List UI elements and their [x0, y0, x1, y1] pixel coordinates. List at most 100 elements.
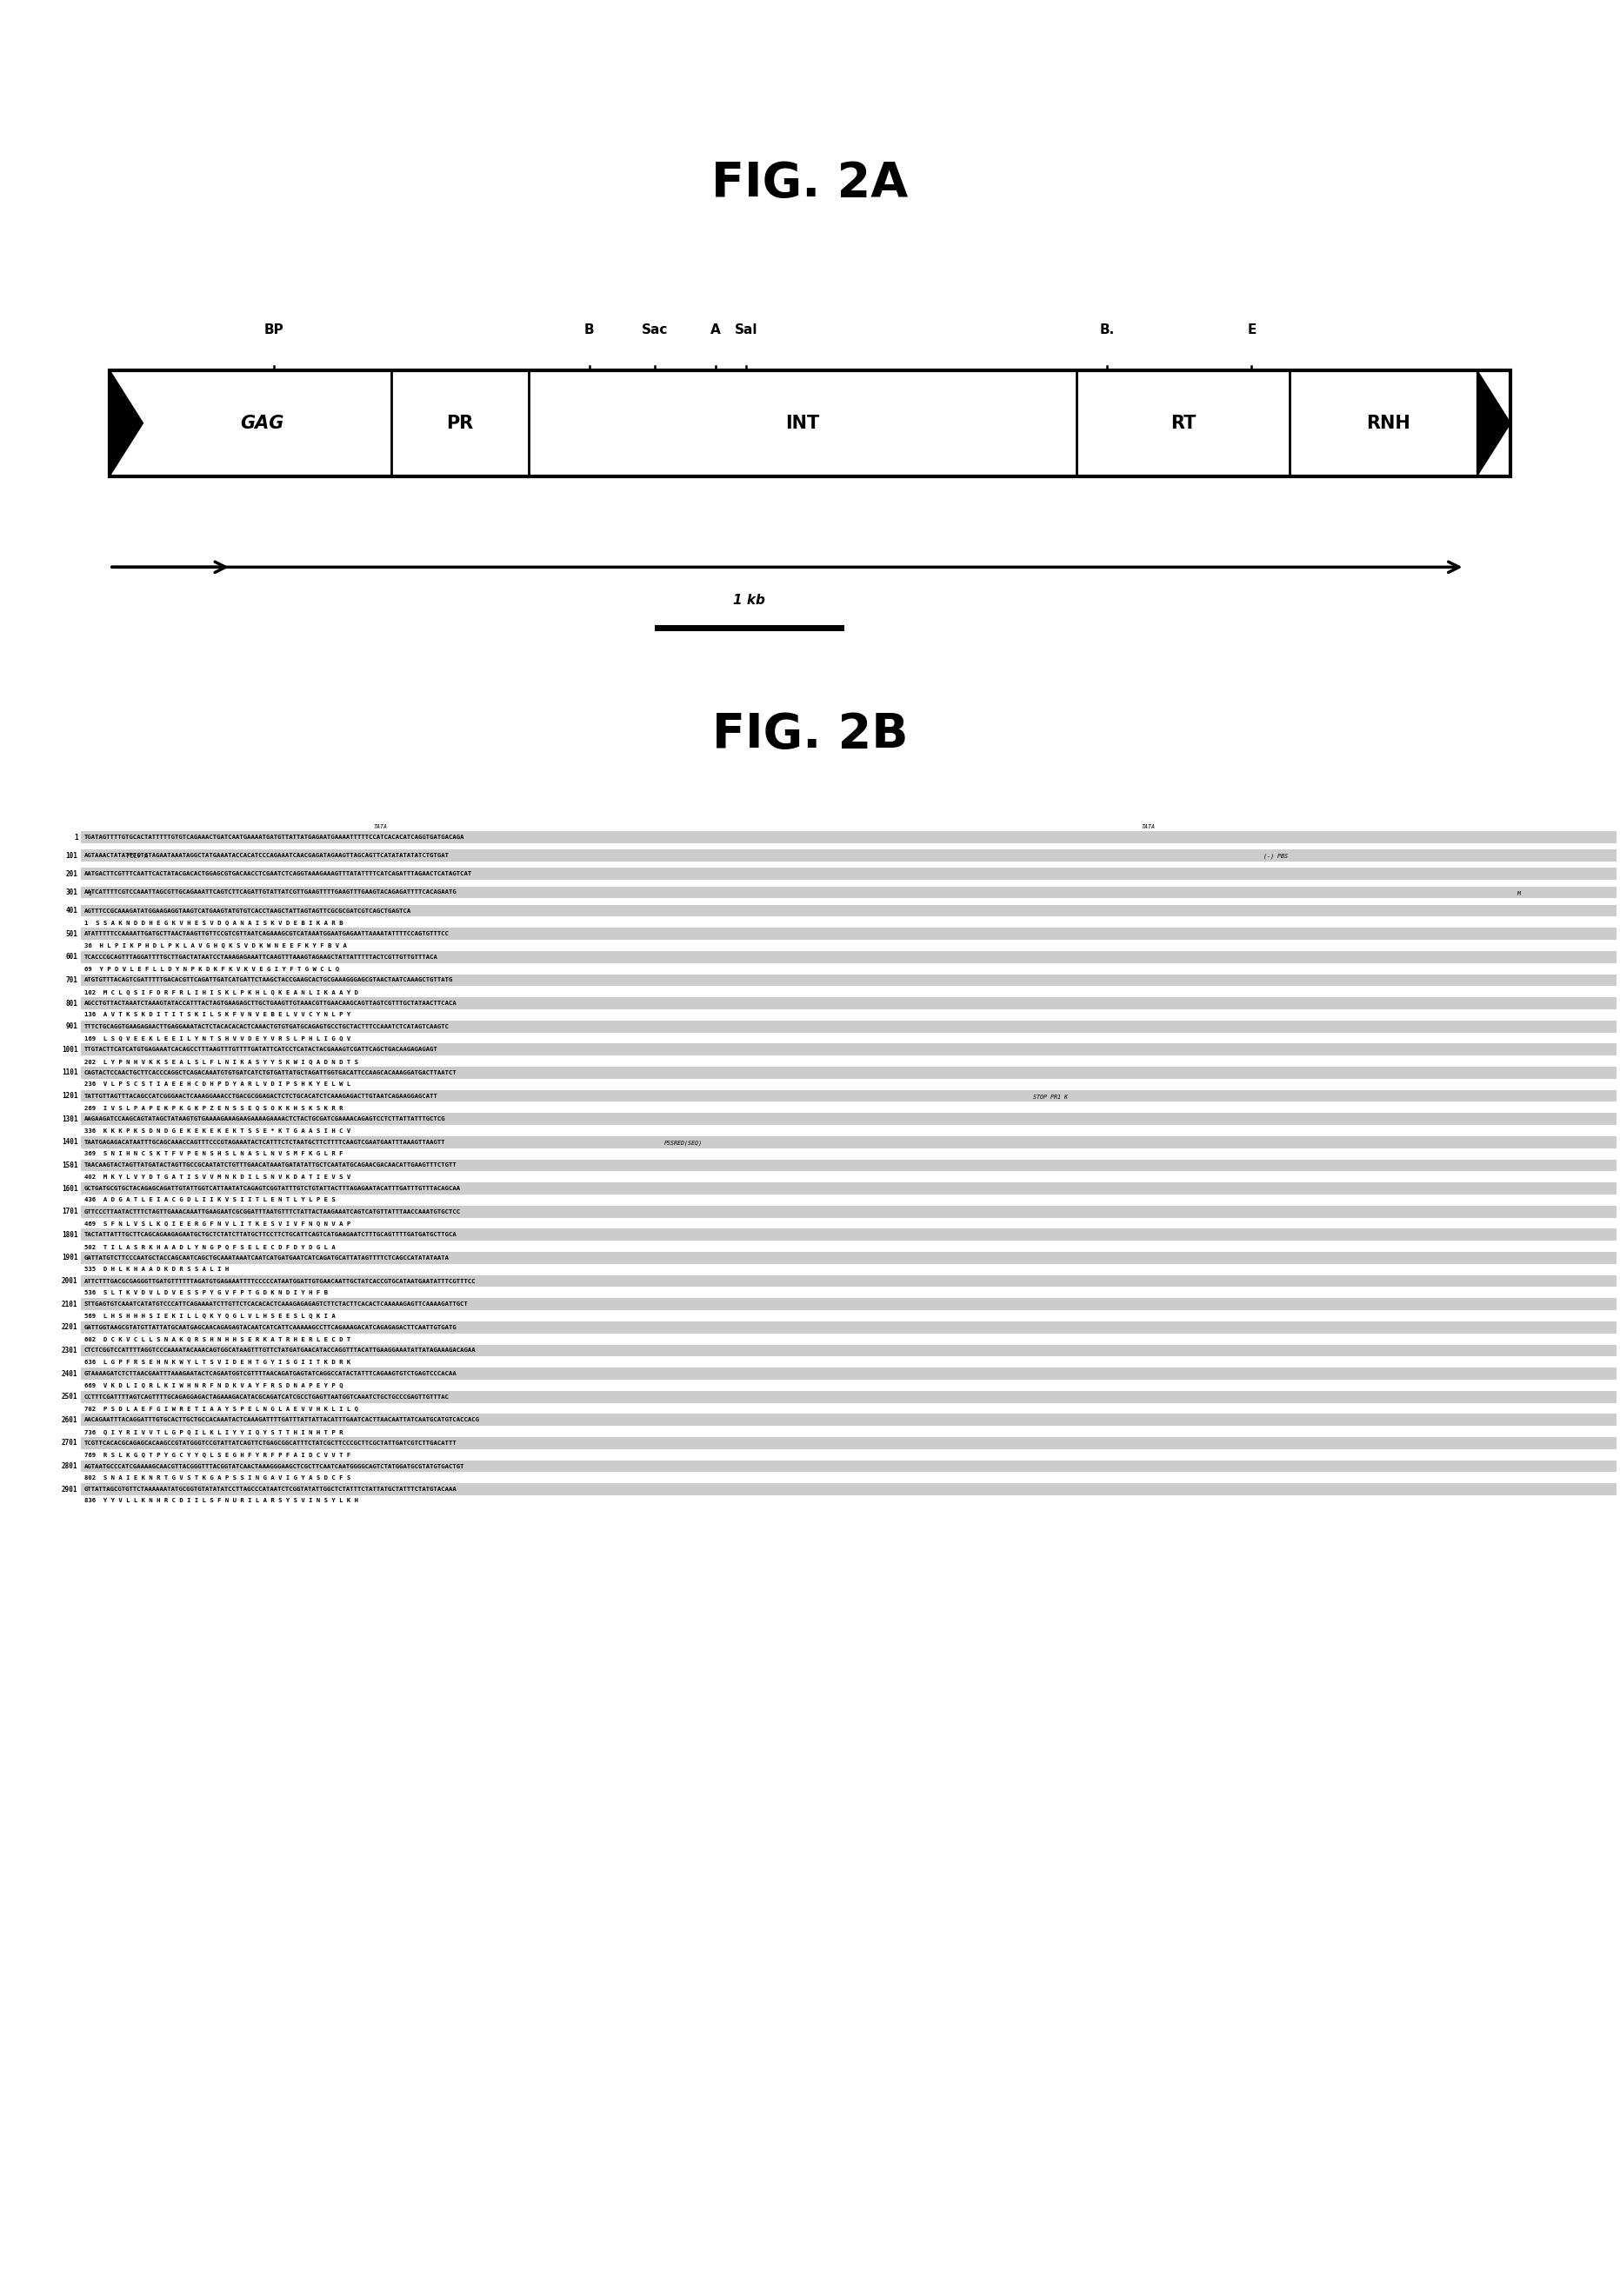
- Bar: [81, 1068, 1617, 1079]
- Text: TGATAGTTTTGTGCACTATTTTTGTGTCAGAAACTGATCAATGAAAATGATGTTATTATGAGAATGAAAATTTTTCCATC: TGATAGTTTTGTGCACTATTTTTGTGTCAGAAACTGATCA…: [84, 836, 465, 840]
- Text: E: E: [1247, 324, 1256, 335]
- Text: 2501: 2501: [62, 1394, 78, 1401]
- Bar: [81, 850, 1617, 861]
- Text: INT: INT: [786, 416, 820, 432]
- Text: AATGACTTCGTTTCAATTCACTATACGACACTGGAGCGTGACAACCTCGAATCTCAGGTAAAGAAAGTTTATATTTTCAT: AATGACTTCGTTTCAATTCACTATACGACACTGGAGCGTG…: [84, 872, 473, 877]
- Text: PSSRED(SEQ): PSSRED(SEQ): [664, 1141, 703, 1146]
- Text: 836  Y Y V L L K N H R C D I I L S F N U R I L A R S Y S V I N S Y L K H: 836 Y Y V L L K N H R C D I I L S F N U …: [84, 1499, 358, 1504]
- Bar: [81, 1460, 1617, 1472]
- Bar: [81, 928, 1617, 939]
- Text: AGTAATGCCCATCGAAAAGCAACGTTACGGGTTTACGGTATCAACTAAAGGGAAGCTCGCTTCAATCAATGGGGCAGTCT: AGTAATGCCCATCGAAAAGCAACGTTACGGGTTTACGGTA…: [84, 1463, 465, 1469]
- Text: 202  L Y P N H V K K S E A L S L F L N I K A S Y Y S K W I Q A D N D T S: 202 L Y P N H V K K S E A L S L F L N I …: [84, 1058, 358, 1063]
- Text: 2101: 2101: [62, 1300, 78, 1309]
- Text: 1  S S A K N D D H E G K V H E S V D Q A N A I S K V D E B I K A R B: 1 S S A K N D D H E G K V H E S V D Q A …: [84, 921, 343, 925]
- Bar: [81, 1483, 1617, 1495]
- Text: 736  Q I Y R I V V T L G P Q I L K L I Y Y I Q Y S T T H I N H T P R: 736 Q I Y R I V V T L G P Q I L K L I Y …: [84, 1428, 343, 1435]
- Text: B.: B.: [1100, 324, 1115, 335]
- Text: RT: RT: [1170, 416, 1196, 432]
- Bar: [81, 1414, 1617, 1426]
- Text: CTCTCGGTCCATTTTAGGTCCCAAAATACAAACAGTGGCATAAGTTTGTTCTATGATGAACATACCAGGTTTACATTGAA: CTCTCGGTCCATTTTAGGTCCCAAAATACAAACAGTGGCA…: [84, 1348, 476, 1352]
- Text: M: M: [1516, 891, 1521, 895]
- Text: 701: 701: [66, 976, 78, 985]
- Text: STOP PR1 K: STOP PR1 K: [1034, 1095, 1068, 1100]
- Text: TATTGTTAGTTTACAGCCATCGGGAACTCAAAGGAAACCTGACGCGGAGACTCTCTGCACATCTCAAAGAGACTTGTAAT: TATTGTTAGTTTACAGCCATCGGGAACTCAAAGGAAACCT…: [84, 1093, 437, 1097]
- Text: 702  P S D L A E F G I W R E T I A A Y S P E L N G L A E V V H K L I L Q: 702 P S D L A E F G I W R E T I A A Y S …: [84, 1405, 358, 1412]
- Bar: [81, 831, 1617, 843]
- Text: 1401: 1401: [62, 1139, 78, 1146]
- Text: 501: 501: [66, 930, 78, 937]
- Text: 1101: 1101: [62, 1070, 78, 1077]
- Text: 1801: 1801: [62, 1231, 78, 1240]
- Text: TTGTACTTCATCATGTGAGAAATCACAGCCTTTAAGTTTGTTTTGATATTCATCCTCATACTACGAAAGTCGATTCAGCT: TTGTACTTCATCATGTGAGAAATCACAGCCTTTAAGTTTG…: [84, 1047, 437, 1052]
- Text: 669  V K D L I Q R L K I W H N R F N D K V A Y F R S D N A P E Y P Q: 669 V K D L I Q R L K I W H N R F N D K …: [84, 1382, 343, 1387]
- Text: AGTTTCCGCAAAGATATGGAAGAGGTAAGTCATGAAGTATGTGTCACCTAAGCTATTAGTAGTTCGCGCGATCGTCAGCT: AGTTTCCGCAAAGATATGGAAGAGGTAAGTCATGAAGTAT…: [84, 909, 411, 914]
- Text: 1201: 1201: [62, 1093, 78, 1100]
- Text: TAATGAGAGACATAATTTGCAGCAAACCAGTTTCCCGTAGAAATACTCATTTCTCTAATGCTTCTTTTCAAGTCGAATGA: TAATGAGAGACATAATTTGCAGCAAACCAGTTTCCCGTAG…: [84, 1139, 446, 1146]
- Text: 901: 901: [66, 1022, 78, 1031]
- Text: AATCATTTTCGTCCAAATTAGCGTTGCAGAAATTCAGTCTTCAGATTGTATTATCGTTGAAGTTTTGAAGTTTGAAGTAC: AATCATTTTCGTCCAAATTAGCGTTGCAGAAATTCAGTCT…: [84, 891, 457, 895]
- Text: GTTCCCTTAATACTTTCTAGTTGAAACAAATTGAAGAATCGCGGATTTAATGTTTCTATTACTAAGAAATCAGTCATGTT: GTTCCCTTAATACTTTCTAGTTGAAACAAATTGAAGAATC…: [84, 1210, 460, 1215]
- Text: FIG. 2B: FIG. 2B: [711, 712, 909, 758]
- Bar: [81, 1205, 1617, 1217]
- Bar: [81, 1391, 1617, 1403]
- Text: 1901: 1901: [62, 1254, 78, 1263]
- Bar: [81, 886, 1617, 898]
- Polygon shape: [110, 370, 143, 475]
- Text: TTTCTGCAGGTGAAGAGAACTTGAGGAAATACTCTACACACACTCAAACTGTGTGATGCAGAGTGCCTGCTACTTTCCAA: TTTCTGCAGGTGAAGAGAACTTGAGGAAATACTCTACACA…: [84, 1024, 449, 1029]
- Text: TCGTTCACACGCAGAGCACAAGCCGTATGGGTCCGTATTATCAGTTCTGAGCGGCATTTCTATCGCTTCCCGCTTCGCTA: TCGTTCACACGCAGAGCACAAGCCGTATGGGTCCGTATTA…: [84, 1440, 457, 1446]
- Text: 535  D H L K H A A D K D R S S A L I H: 535 D H L K H A A D K D R S S A L I H: [84, 1267, 228, 1272]
- Text: GTTATTAGCGTGTTCTAAAAAATATGCGGTGTATATATCCTTAGCCCATAATCTCGGTATATTGGCTCTATTTCTATTAT: GTTATTAGCGTGTTCTAAAAAATATGCGGTGTATATATCC…: [84, 1488, 457, 1492]
- Bar: [81, 1091, 1617, 1102]
- Text: CCTTTCGATTTTAGTCAGTTTTGCAGAGGAGACTAGAAAGACATACGCAGATCATCGCCTGAGTTAATGGTCAAATCTGC: CCTTTCGATTTTAGTCAGTTTTGCAGAGGAGACTAGAAAG…: [84, 1394, 449, 1401]
- Text: 536  S L T K V D V L D V E S S P Y G V F P T G D K N D I Y H F B: 536 S L T K V D V L D V E S S P Y G V F …: [84, 1290, 327, 1295]
- Text: 2201: 2201: [62, 1322, 78, 1332]
- Text: 601: 601: [66, 953, 78, 962]
- Text: 402  M K Y L V Y D T G A T I S V V M N K D I L S N V K D A T I E V S V: 402 M K Y L V Y D T G A T I S V V M N K …: [84, 1173, 350, 1180]
- Text: 2301: 2301: [62, 1348, 78, 1355]
- Text: 336  K K K P K S D N D G E K E K E K E K T S S E * K T G A A S I H C V: 336 K K K P K S D N D G E K E K E K E K …: [84, 1127, 350, 1134]
- Text: AGTAAACTATATTTGTGTAGAATAAATAGGCTATGAAATACCACATCCCAGAAATCAACGAGATAGAAGTTAGCAGTTCA: AGTAAACTATATTTGTGTAGAATAAATAGGCTATGAAATA…: [84, 854, 449, 859]
- Bar: [81, 1274, 1617, 1288]
- Bar: [81, 1345, 1617, 1357]
- Text: TAACAAGTACTAGTTATGATACTAGTTGCCGCAATATCTGTTTGAACATAAATGATATATTGCTCAATATGCAGAACGAC: TAACAAGTACTAGTTATGATACTAGTTGCCGCAATATCTG…: [84, 1162, 457, 1169]
- Bar: [81, 951, 1617, 962]
- Bar: [81, 974, 1617, 987]
- Text: A: A: [711, 324, 721, 335]
- Text: PR: PR: [446, 416, 473, 432]
- Bar: [81, 1437, 1617, 1449]
- Text: CAGTACTCCAACTGCTTCACCCAGGCTCAGACAAATGTGTGATCATCTGTGATTATGCTAGATTGGTGACATTCCAAGCA: CAGTACTCCAACTGCTTCACCCAGGCTCAGACAAATGTGT…: [84, 1070, 457, 1075]
- Text: 569  L H S H H H S I E K I L L Q K Y Q G L V L H S E E S L Q K I A: 569 L H S H H H S I E K I L L Q K Y Q G …: [84, 1313, 335, 1318]
- Bar: [110, 370, 1510, 475]
- Text: POLY A: POLY A: [126, 854, 147, 859]
- Bar: [81, 1019, 1617, 1033]
- Text: (-) PBS: (-) PBS: [1264, 854, 1288, 859]
- Text: FIG. 2A: FIG. 2A: [711, 161, 909, 207]
- Bar: [81, 1159, 1617, 1171]
- Text: 101: 101: [66, 852, 78, 859]
- Text: 401: 401: [66, 907, 78, 914]
- Text: 802  S N A I E K N R T G V S T K G A P S S I N G A V I G Y A S D C F S: 802 S N A I E K N R T G V S T K G A P S …: [84, 1476, 350, 1481]
- Text: 36  H L P I K P H D L P K L A V G H Q K S V D K W N E E F K Y F B V A: 36 H L P I K P H D L P K L A V G H Q K S…: [84, 944, 347, 948]
- Text: Sac: Sac: [642, 324, 667, 335]
- Text: 602  D C K V C L L S N A K Q R S H N H H S E R K A T R H E R L E C D T: 602 D C K V C L L S N A K Q R S H N H H …: [84, 1336, 350, 1341]
- Text: 1701: 1701: [62, 1208, 78, 1215]
- Bar: [81, 1322, 1617, 1334]
- Text: 801: 801: [66, 999, 78, 1008]
- Text: GATTGGTAAGCGTATGTTATTATGCAATGAGCAACAGAGAGTACAATCATCATTCAAAAAGCCTTCAGAAAGACATCAGA: GATTGGTAAGCGTATGTTATTATGCAATGAGCAACAGAGA…: [84, 1325, 457, 1329]
- Bar: [81, 1137, 1617, 1148]
- Text: 369  S N I H N C S K T F V P E N S H S L N A S L N V S M F K G L R F: 369 S N I H N C S K T F V P E N S H S L …: [84, 1150, 343, 1157]
- Text: 1 kb: 1 kb: [734, 595, 765, 606]
- Text: AGCCTGTTACTAAATCTAAAGTATACCATTTACTAGTGAAGAGCTTGCTGAAGTTGTAAACGTTGAACAAGCAGTTAGTC: AGCCTGTTACTAAATCTAAAGTATACCATTTACTAGTGAA…: [84, 1001, 457, 1006]
- Text: 2801: 2801: [62, 1463, 78, 1469]
- Text: 201: 201: [66, 870, 78, 877]
- Text: 1501: 1501: [62, 1162, 78, 1169]
- Text: 136  A V T K S K D I T I T S K I L S K F V N V E B E L V V C Y N L P Y: 136 A V T K S K D I T I T S K I L S K F …: [84, 1013, 350, 1017]
- Text: GAG: GAG: [240, 416, 284, 432]
- Text: ATTCTTTGACGCGAGGGTTGATGTTTTTTAGATGTGAGAAATTTTCCCCCATAATGGATTGTGAACAATTGCTATCACCG: ATTCTTTGACGCGAGGGTTGATGTTTTTTAGATGTGAGAA…: [84, 1279, 476, 1283]
- Text: Sal: Sal: [734, 324, 758, 335]
- Text: 769  R S L K G Q T P Y G C Y Y Q L S E G H F Y R F P F A I D C V V T F: 769 R S L K G Q T P Y G C Y Y Q L S E G …: [84, 1451, 350, 1458]
- Bar: [81, 1251, 1617, 1263]
- Bar: [81, 996, 1617, 1010]
- Text: 236  V L P S C S T I A E E H C D H P D Y A R L V D I P S H K Y E L W L: 236 V L P S C S T I A E E H C D H P D Y …: [84, 1081, 350, 1086]
- Bar: [81, 868, 1617, 879]
